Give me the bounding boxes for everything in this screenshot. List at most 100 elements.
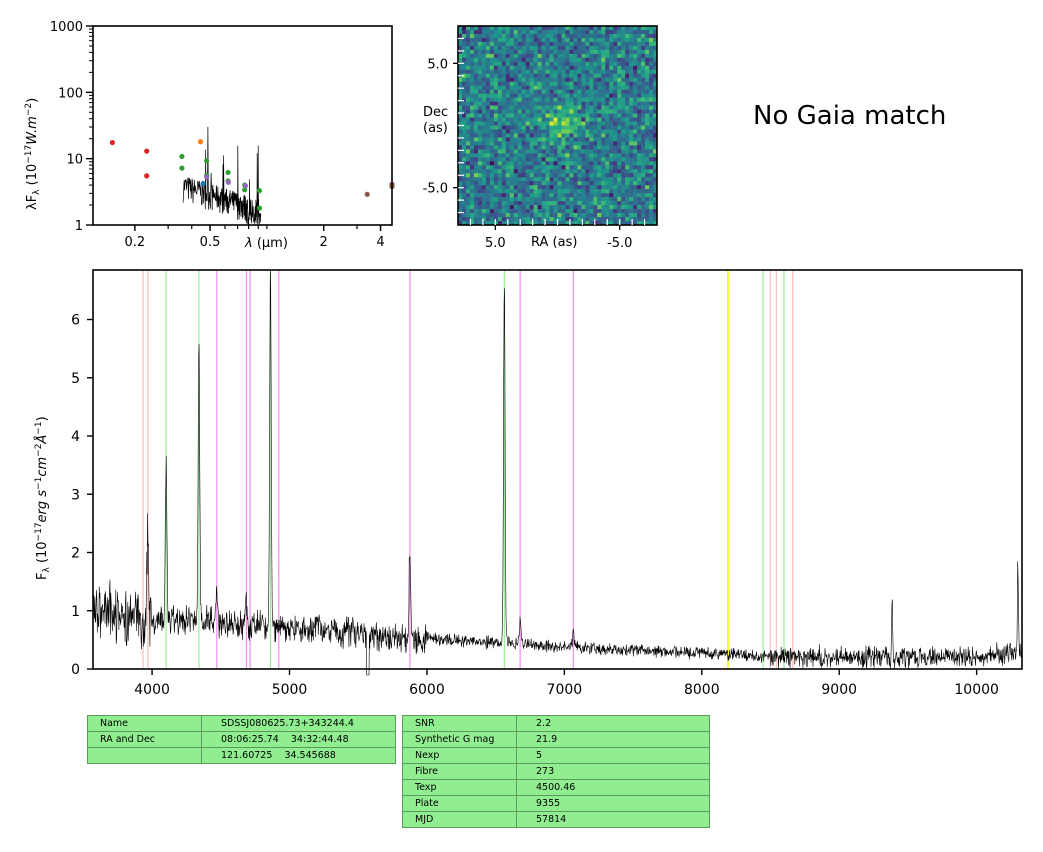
image-pixel xyxy=(557,109,562,114)
image-pixel xyxy=(501,93,507,98)
image-pixel xyxy=(649,181,654,186)
image-pixel xyxy=(601,45,606,51)
image-pixel xyxy=(645,121,650,126)
image-pixel xyxy=(609,165,614,170)
image-pixel xyxy=(593,165,598,170)
image-pixel xyxy=(577,97,582,102)
image-pixel xyxy=(625,221,630,226)
image-pixel xyxy=(649,57,654,63)
image-pixel xyxy=(565,69,570,75)
image-pixel xyxy=(557,185,562,190)
image-pixel xyxy=(645,117,650,122)
image-pixel xyxy=(597,121,602,126)
image-pixel xyxy=(565,41,570,47)
image-pixel xyxy=(513,53,518,59)
image-pixel xyxy=(465,125,471,130)
image-pixel xyxy=(609,205,614,210)
image-pixel xyxy=(529,217,534,222)
image-pixel xyxy=(549,49,554,55)
image-pixel xyxy=(569,29,574,35)
image-pixel xyxy=(585,165,590,170)
image-pixel xyxy=(621,205,626,210)
image-pixel xyxy=(633,57,638,63)
image-pixel xyxy=(589,213,594,218)
image-pixel xyxy=(505,69,511,75)
image-pixel xyxy=(565,181,570,186)
image-pixel xyxy=(533,213,538,218)
image-pixel xyxy=(601,73,606,79)
image-pixel xyxy=(597,85,602,90)
image-pixel xyxy=(481,149,487,154)
image-pixel xyxy=(597,29,602,35)
image-pixel xyxy=(641,189,646,194)
image-pixel xyxy=(513,77,518,83)
image-pixel xyxy=(589,221,594,226)
image-pixel xyxy=(577,193,582,198)
image-pixel xyxy=(613,145,618,150)
image-pixel xyxy=(517,109,522,114)
image-pixel xyxy=(458,105,463,110)
image-pixel xyxy=(545,141,550,146)
image-pixel xyxy=(633,105,638,110)
image-pixel xyxy=(589,37,594,43)
image-pixel xyxy=(477,69,483,75)
image-pixel xyxy=(541,89,546,94)
image-pixel xyxy=(533,121,538,126)
image-pixel xyxy=(585,161,590,166)
image-pixel xyxy=(493,169,499,174)
image-pixel xyxy=(621,137,626,142)
image-pixel xyxy=(653,205,658,210)
image-pixel xyxy=(501,213,507,218)
image-pixel xyxy=(605,37,610,43)
image-pixel xyxy=(593,33,598,39)
image-pixel xyxy=(653,221,658,226)
image-pixel xyxy=(605,101,610,106)
image-pixel xyxy=(565,53,570,59)
image-pixel xyxy=(593,141,598,146)
image-pixel xyxy=(573,121,578,126)
image-pixel xyxy=(493,201,499,206)
image-pixel xyxy=(653,93,658,98)
image-pixel xyxy=(625,29,630,35)
image-pixel xyxy=(493,26,499,31)
image-pixel xyxy=(493,165,499,170)
image-pixel xyxy=(485,53,491,59)
image-pixel xyxy=(649,133,654,138)
image-pixel xyxy=(509,185,515,190)
image-pixel xyxy=(469,157,475,162)
image-pixel xyxy=(601,157,606,162)
image-pixel xyxy=(613,89,618,94)
image-pixel xyxy=(577,65,582,71)
image-pixel xyxy=(497,133,503,138)
image-pixel xyxy=(461,145,467,150)
image-pixel xyxy=(533,93,538,98)
image-pixel xyxy=(557,189,562,194)
image-pixel xyxy=(473,77,479,83)
image-pixel xyxy=(473,109,479,114)
image-pixel xyxy=(613,45,618,51)
image-pixel xyxy=(521,165,526,170)
image-pixel xyxy=(505,189,511,194)
image-pixel xyxy=(501,49,507,55)
image-pixel xyxy=(529,57,534,63)
image-pixel xyxy=(653,105,658,110)
image-pixel xyxy=(489,129,495,134)
image-pixel xyxy=(565,205,570,210)
image-pixel xyxy=(593,137,598,142)
image-pixel xyxy=(597,177,602,182)
image-pixel xyxy=(637,105,642,110)
image-pixel xyxy=(458,157,463,162)
image-pixel xyxy=(649,53,654,59)
image-pixel xyxy=(553,181,558,186)
image-pixel xyxy=(529,189,534,194)
spectrum-y-tick-label: 5 xyxy=(71,371,80,387)
image-pixel xyxy=(601,121,606,126)
image-pixel xyxy=(653,193,658,198)
image-pixel xyxy=(629,101,634,106)
image-pixel xyxy=(517,153,522,158)
image-pixel xyxy=(557,169,562,174)
image-pixel xyxy=(493,189,499,194)
image-pixel xyxy=(477,197,483,202)
image-pixel xyxy=(553,133,558,138)
image-pixel xyxy=(545,49,550,55)
